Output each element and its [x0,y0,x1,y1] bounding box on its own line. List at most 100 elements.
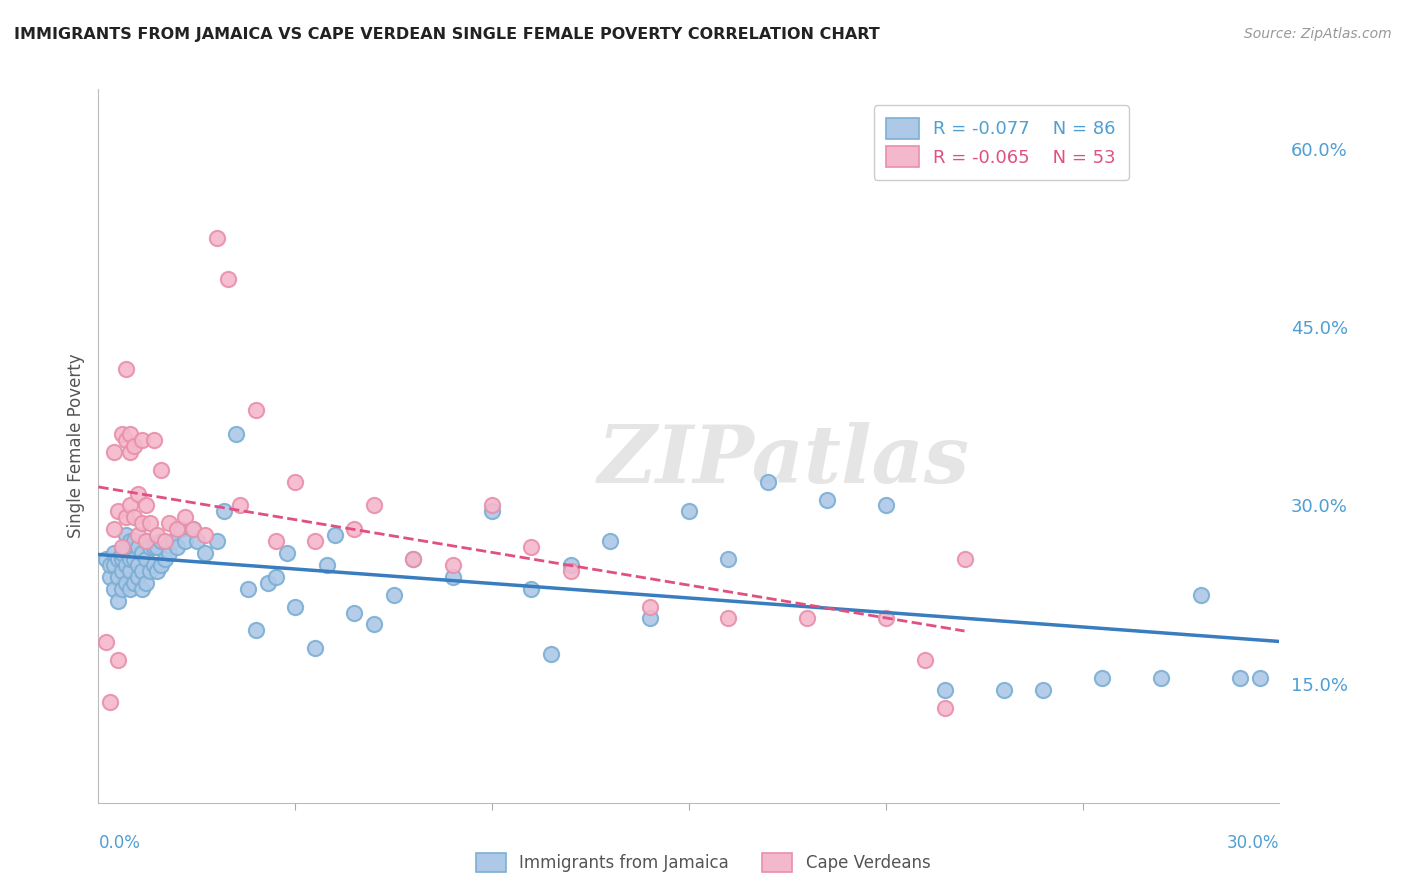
Text: ZIPatlas: ZIPatlas [598,422,970,499]
Point [953,552,976,566]
Point [363,499,385,513]
Point [111,546,134,560]
Point [245,403,267,417]
Point [170,522,193,536]
Point [174,534,197,549]
Point [118,564,141,578]
Point [560,558,582,572]
Point [103,445,125,459]
Point [150,558,173,572]
Point [284,599,307,614]
Text: 0.0%: 0.0% [98,834,141,852]
Point [217,272,239,286]
Point [122,439,145,453]
Point [103,546,125,560]
Point [166,522,188,536]
Point [96,552,118,566]
Point [131,582,153,596]
Point [111,540,134,554]
Legend: Immigrants from Jamaica, Cape Verdeans: Immigrants from Jamaica, Cape Verdeans [470,846,936,879]
Point [115,575,138,590]
Point [127,570,149,584]
Point [131,546,153,560]
Point [304,534,326,549]
Point [229,499,252,513]
Point [560,564,582,578]
Point [135,499,157,513]
Point [118,552,141,566]
Point [157,516,180,531]
Point [118,499,141,513]
Point [131,516,153,531]
Point [520,540,543,554]
Point [284,475,307,489]
Point [107,552,129,566]
Point [111,427,134,442]
Point [166,540,188,554]
Point [717,611,740,625]
Point [98,570,121,584]
Point [150,534,173,549]
Point [638,611,661,625]
Point [323,528,346,542]
Point [138,516,160,531]
Point [118,445,141,459]
Point [111,564,134,578]
Point [914,653,936,667]
Point [127,528,149,542]
Point [264,534,287,549]
Point [236,582,259,596]
Point [115,540,138,554]
Point [186,534,208,549]
Point [174,510,197,524]
Point [135,575,157,590]
Point [135,534,157,549]
Point [118,427,141,442]
Point [225,427,247,442]
Point [135,552,157,566]
Point [181,522,204,536]
Point [115,361,138,376]
Point [245,624,267,638]
Point [103,582,125,596]
Point [520,582,543,596]
Point [678,504,700,518]
Point [481,504,503,518]
Point [131,564,153,578]
Point [157,546,180,560]
Point [107,504,129,518]
Point [205,231,228,245]
Point [382,588,405,602]
Point [214,504,236,518]
Point [402,552,425,566]
Point [934,682,956,697]
Point [717,552,740,566]
Point [138,564,160,578]
Point [98,695,121,709]
Point [107,653,129,667]
Point [127,558,149,572]
Point [146,540,169,554]
Point [194,528,217,542]
Point [1229,671,1251,685]
Point [142,558,165,572]
Point [1032,682,1054,697]
Point [304,641,326,656]
Point [115,558,138,572]
Point [118,534,141,549]
Point [1150,671,1173,685]
Point [138,540,160,554]
Point [111,582,134,596]
Point [815,492,838,507]
Point [875,611,897,625]
Point [96,635,118,649]
Point [1249,671,1271,685]
Y-axis label: Single Female Poverty: Single Female Poverty [66,354,84,538]
Point [796,611,818,625]
Point [111,552,134,566]
Point [599,534,621,549]
Point [122,575,145,590]
Point [131,433,153,447]
Point [276,546,298,560]
Point [264,570,287,584]
